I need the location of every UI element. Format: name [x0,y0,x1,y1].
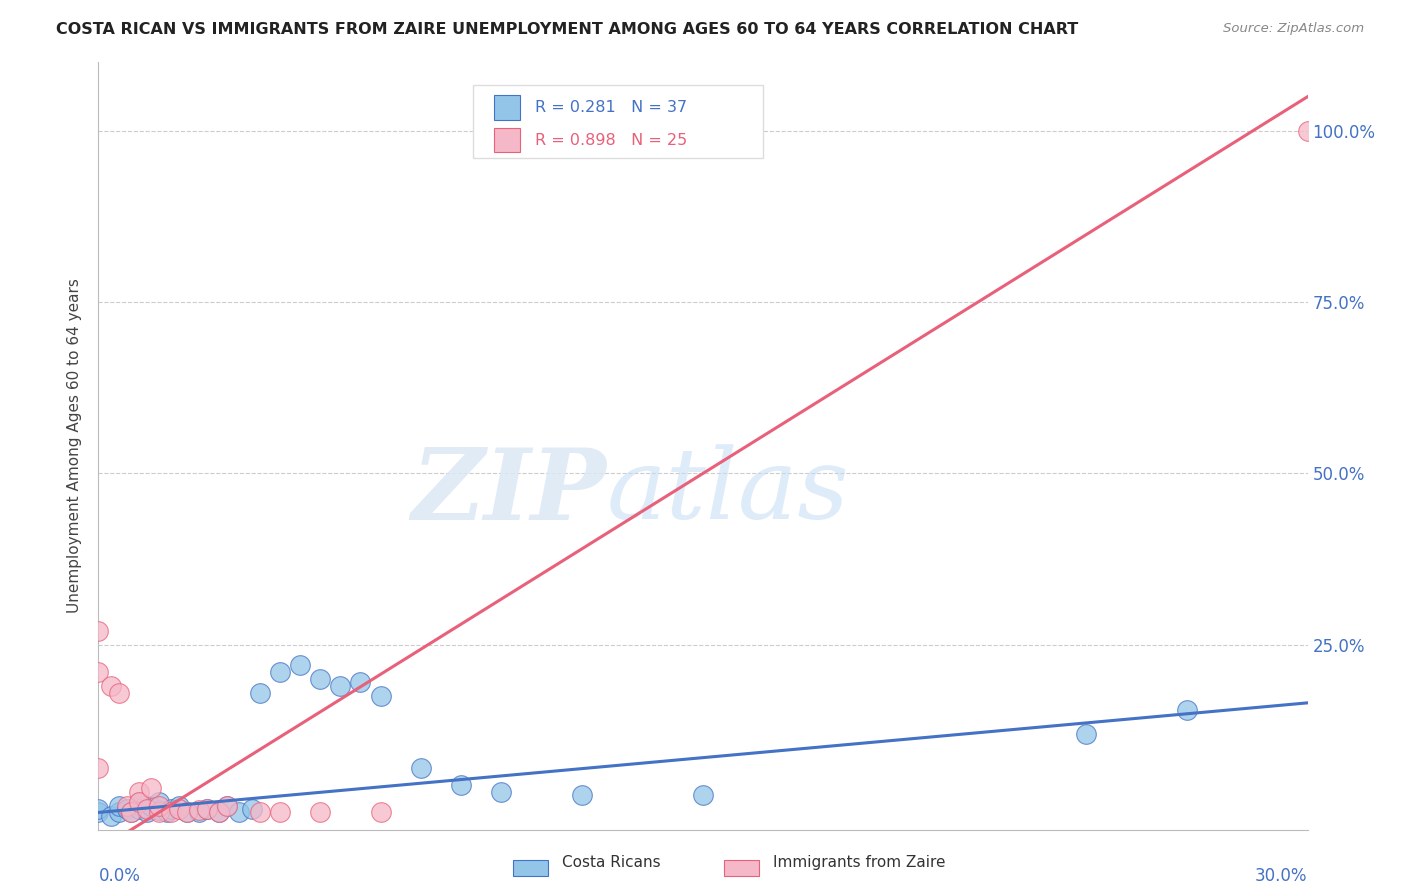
Point [87,665,110,679]
Point [148,805,170,820]
Point [249,685,271,699]
Point [370,689,392,703]
Point [240,802,263,816]
Text: Source: ZipAtlas.com: Source: ZipAtlas.com [1223,22,1364,36]
Point [115,802,138,816]
Point [208,805,231,820]
Point [167,798,190,813]
Point [160,805,183,820]
Point [409,761,432,775]
Point [195,802,218,816]
Point [87,624,110,638]
Text: Costa Ricans: Costa Ricans [562,855,661,870]
Point [135,802,157,816]
Point [1296,124,1319,138]
Y-axis label: Unemployment Among Ages 60 to 64 years: Unemployment Among Ages 60 to 64 years [66,278,82,614]
Point [269,665,291,679]
Point [148,804,170,818]
FancyBboxPatch shape [474,86,763,158]
Text: R = 0.281   N = 37: R = 0.281 N = 37 [534,100,688,115]
Point [107,805,129,820]
Point [167,802,190,816]
Point [450,778,472,792]
Point [1175,703,1198,717]
Text: ZIP: ZIP [412,444,606,541]
Point [195,802,218,816]
Text: 30.0%: 30.0% [1256,867,1308,885]
Point [1074,726,1097,740]
Point [217,798,239,813]
Point [120,805,142,820]
Point [139,798,162,813]
Text: Immigrants from Zaire: Immigrants from Zaire [773,855,946,870]
Point [571,789,593,803]
Point [160,802,183,816]
Point [176,805,198,820]
Point [228,805,250,820]
Point [100,679,122,693]
Point [87,805,110,820]
Point [115,798,138,813]
Point [100,809,122,823]
Point [288,658,311,673]
Point [370,805,392,820]
Point [208,805,231,820]
Text: COSTA RICAN VS IMMIGRANTS FROM ZAIRE UNEMPLOYMENT AMONG AGES 60 TO 64 YEARS CORR: COSTA RICAN VS IMMIGRANTS FROM ZAIRE UNE… [56,22,1078,37]
Point [135,805,157,820]
Point [107,798,129,813]
Point [128,802,150,816]
Point [491,785,513,799]
Text: 0.0%: 0.0% [98,867,141,885]
Point [692,789,714,803]
Point [329,679,352,693]
Point [176,805,198,820]
Point [249,805,271,820]
Point [120,805,142,820]
Text: atlas: atlas [606,444,849,540]
Bar [494,95,520,120]
Point [148,798,170,813]
Point [107,685,129,699]
Point [156,805,179,820]
Point [217,798,239,813]
Point [87,802,110,816]
Bar [494,128,520,153]
Point [269,805,291,820]
Point [128,785,150,799]
Text: R = 0.898   N = 25: R = 0.898 N = 25 [534,133,688,148]
Point [309,805,332,820]
Point [139,781,162,796]
Point [309,672,332,686]
Point [148,795,170,809]
Point [87,761,110,775]
Point [349,675,371,690]
Point [128,795,150,809]
Point [128,795,150,809]
Point [188,805,211,820]
Point [188,804,211,818]
